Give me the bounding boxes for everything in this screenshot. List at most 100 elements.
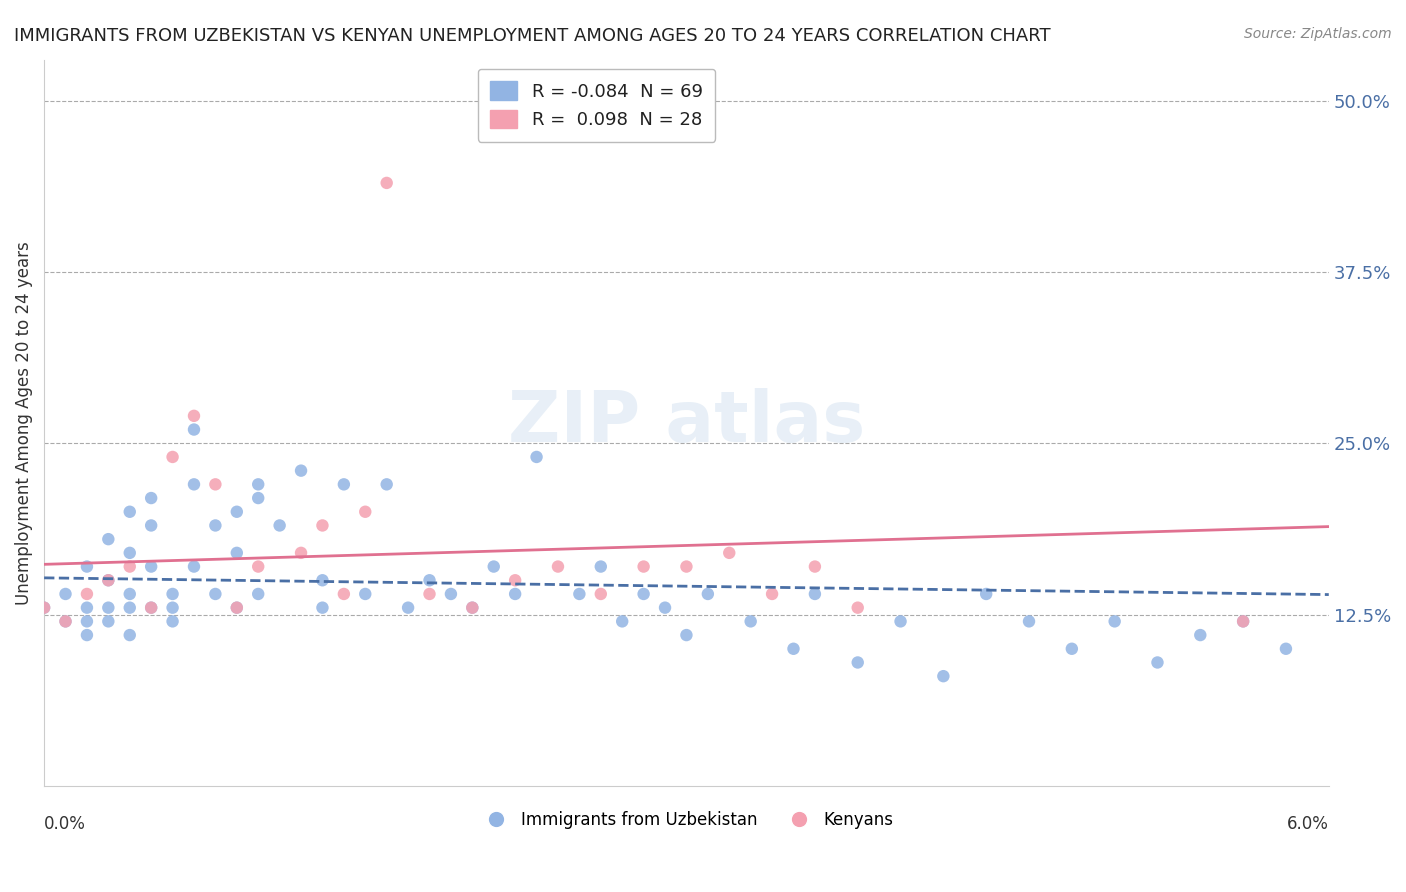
Point	[1232, 615, 1254, 629]
Point	[183, 559, 205, 574]
Point	[247, 559, 270, 574]
Point	[118, 559, 141, 574]
Y-axis label: Unemployment Among Ages 20 to 24 years: Unemployment Among Ages 20 to 24 years	[15, 241, 32, 605]
Point	[141, 491, 163, 505]
Text: ZIP atlas: ZIP atlas	[508, 388, 865, 458]
Point	[76, 615, 98, 629]
Point	[932, 669, 955, 683]
Point	[761, 587, 783, 601]
Point	[118, 628, 141, 642]
Point	[97, 600, 120, 615]
Point	[375, 477, 398, 491]
Point	[76, 628, 98, 642]
Point	[311, 600, 333, 615]
Point	[225, 505, 247, 519]
Point	[568, 587, 591, 601]
Text: IMMIGRANTS FROM UZBEKISTAN VS KENYAN UNEMPLOYMENT AMONG AGES 20 TO 24 YEARS CORR: IMMIGRANTS FROM UZBEKISTAN VS KENYAN UNE…	[14, 27, 1050, 45]
Point	[461, 600, 484, 615]
Point	[612, 615, 634, 629]
Point	[804, 587, 827, 601]
Point	[396, 600, 419, 615]
Point	[675, 628, 697, 642]
Text: 6.0%: 6.0%	[1286, 814, 1329, 833]
Point	[1104, 615, 1126, 629]
Point	[589, 559, 612, 574]
Point	[418, 587, 440, 601]
Point	[141, 559, 163, 574]
Point	[118, 587, 141, 601]
Point	[118, 600, 141, 615]
Point	[183, 477, 205, 491]
Point	[55, 587, 77, 601]
Point	[740, 615, 762, 629]
Point	[183, 423, 205, 437]
Point	[269, 518, 291, 533]
Point	[696, 587, 718, 601]
Point	[547, 559, 569, 574]
Point	[418, 574, 440, 588]
Point	[290, 464, 312, 478]
Point	[118, 546, 141, 560]
Point	[503, 574, 526, 588]
Point	[141, 600, 163, 615]
Point	[440, 587, 463, 601]
Point	[503, 587, 526, 601]
Point	[32, 600, 55, 615]
Point	[333, 477, 356, 491]
Point	[162, 615, 184, 629]
Point	[354, 505, 377, 519]
Point	[782, 641, 804, 656]
Point	[32, 600, 55, 615]
Point	[633, 559, 655, 574]
Point	[482, 559, 505, 574]
Point	[290, 546, 312, 560]
Point	[1018, 615, 1040, 629]
Point	[589, 587, 612, 601]
Point	[1060, 641, 1083, 656]
Point	[76, 559, 98, 574]
Point	[526, 450, 548, 464]
Point	[97, 532, 120, 546]
Point	[225, 546, 247, 560]
Point	[974, 587, 997, 601]
Point	[846, 656, 869, 670]
Point	[333, 587, 356, 601]
Text: 0.0%: 0.0%	[44, 814, 86, 833]
Point	[804, 559, 827, 574]
Point	[204, 518, 226, 533]
Point	[76, 587, 98, 601]
Point	[204, 477, 226, 491]
Point	[1232, 615, 1254, 629]
Point	[461, 600, 484, 615]
Point	[97, 574, 120, 588]
Point	[1146, 656, 1168, 670]
Point	[225, 600, 247, 615]
Point	[311, 574, 333, 588]
Point	[890, 615, 912, 629]
Point	[162, 450, 184, 464]
Point	[1275, 641, 1298, 656]
Point	[141, 600, 163, 615]
Point	[204, 587, 226, 601]
Point	[375, 176, 398, 190]
Point	[118, 505, 141, 519]
Point	[846, 600, 869, 615]
Point	[141, 518, 163, 533]
Text: Source: ZipAtlas.com: Source: ZipAtlas.com	[1244, 27, 1392, 41]
Point	[311, 518, 333, 533]
Legend: Immigrants from Uzbekistan, Kenyans: Immigrants from Uzbekistan, Kenyans	[472, 805, 900, 836]
Point	[183, 409, 205, 423]
Point	[718, 546, 741, 560]
Point	[162, 600, 184, 615]
Point	[633, 587, 655, 601]
Point	[162, 587, 184, 601]
Point	[247, 587, 270, 601]
Point	[247, 477, 270, 491]
Point	[97, 615, 120, 629]
Point	[55, 615, 77, 629]
Point	[247, 491, 270, 505]
Point	[76, 600, 98, 615]
Point	[654, 600, 676, 615]
Point	[225, 600, 247, 615]
Point	[97, 574, 120, 588]
